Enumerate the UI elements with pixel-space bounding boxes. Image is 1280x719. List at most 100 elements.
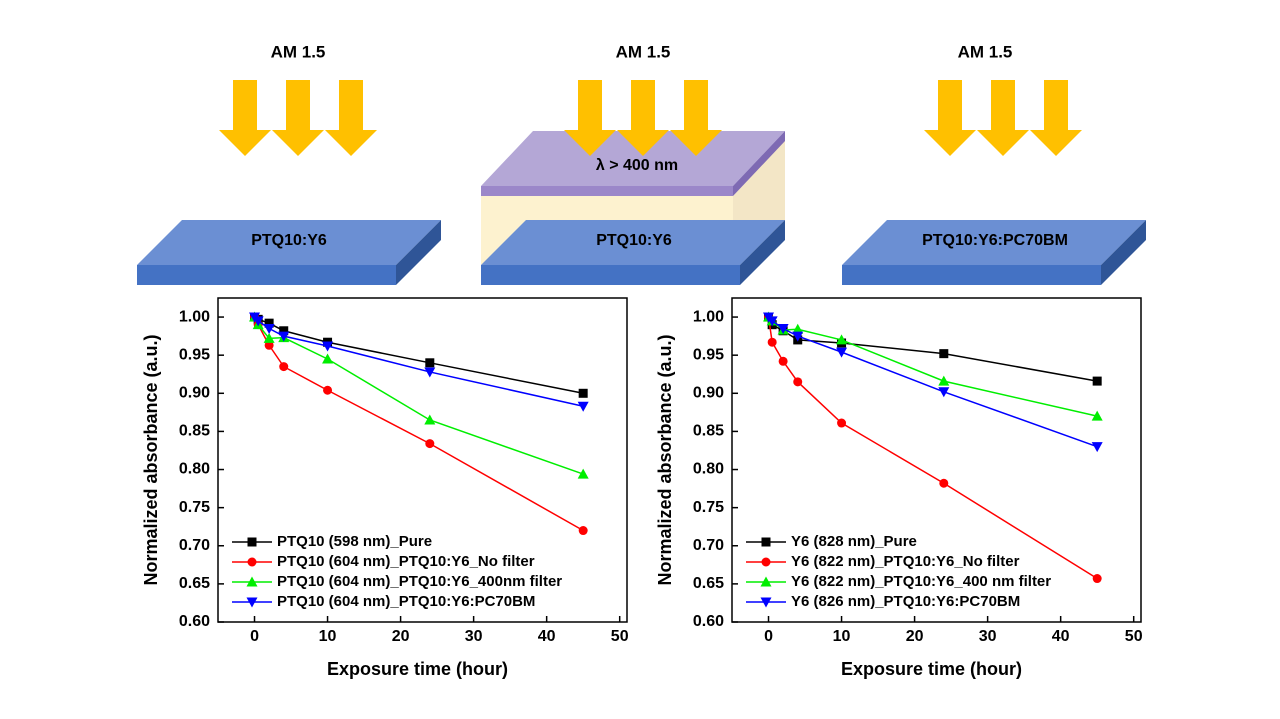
x-tick-label: 10 (319, 628, 337, 645)
legend-marker (246, 576, 258, 587)
marker (766, 316, 778, 327)
marker (1091, 410, 1103, 421)
marker (263, 332, 275, 343)
marker (767, 337, 777, 347)
sample-label: PTQ10:Y6 (596, 232, 672, 249)
y-tick-label: 0.80 (179, 461, 210, 478)
x-tick-label: 0 (250, 628, 259, 645)
legend-label: PTQ10 (604 nm)_PTQ10:Y6:PC70BM (277, 593, 535, 610)
marker (837, 418, 847, 428)
marker (792, 323, 804, 334)
y-tick-label: 0.95 (693, 346, 724, 363)
legend-label: Y6 (826 nm)_PTQ10:Y6:PC70BM (791, 593, 1020, 610)
marker (836, 347, 848, 358)
sample-label: PTQ10:Y6 (251, 232, 327, 249)
slab (842, 220, 1146, 285)
plot-frame (731, 297, 1142, 623)
y-tick-label: 0.60 (693, 613, 724, 630)
legend-marker (247, 557, 257, 567)
legend-marker (246, 597, 258, 608)
marker (1092, 574, 1102, 584)
series-line (253, 316, 584, 532)
y-axis-label: Normalized absorbance (a.u.) (655, 334, 675, 585)
legend-marker (761, 557, 771, 567)
y-tick-label: 0.85 (693, 423, 724, 440)
marker (938, 387, 950, 398)
marker (793, 377, 803, 387)
marker (322, 341, 334, 352)
filter-label: λ > 400 nm (596, 157, 678, 174)
y-tick-label: 0.75 (179, 499, 210, 516)
marker (424, 414, 436, 425)
series-line (254, 316, 584, 395)
marker (577, 401, 589, 412)
x-tick-label: 20 (906, 628, 924, 645)
x-tick-label: 30 (979, 628, 997, 645)
light-arrows (564, 80, 722, 156)
x-tick-label: 40 (1052, 628, 1070, 645)
series-line (767, 316, 1098, 448)
marker (425, 439, 435, 449)
marker (578, 526, 588, 536)
sample-label: PTQ10:Y6:PC70BM (922, 232, 1068, 249)
y-tick-label: 0.70 (693, 537, 724, 554)
illumination-label: AM 1.5 (616, 42, 671, 61)
marker (323, 385, 333, 395)
marker (792, 331, 804, 342)
marker (279, 326, 289, 336)
x-axis-label: Exposure time (hour) (841, 659, 1022, 679)
legend-marker (760, 576, 772, 587)
y-tick-label: 0.65 (179, 575, 210, 592)
series-line (767, 316, 1098, 382)
y-tick-label: 0.60 (179, 613, 210, 630)
marker (577, 468, 589, 479)
x-tick-label: 50 (1125, 628, 1143, 645)
marker (264, 318, 274, 328)
legend-label: Y6 (822 nm)_PTQ10:Y6_No filter (791, 553, 1020, 570)
light-arrows (924, 80, 1082, 156)
marker (777, 323, 789, 334)
x-tick-label: 40 (538, 628, 556, 645)
marker (264, 340, 274, 350)
marker (1091, 442, 1103, 453)
marker (252, 316, 264, 327)
y-tick-label: 0.85 (179, 423, 210, 440)
marker (778, 356, 788, 366)
y-tick-label: 0.90 (179, 385, 210, 402)
light-arrows (219, 80, 377, 156)
marker (425, 358, 435, 368)
marker (939, 349, 949, 359)
marker (263, 323, 275, 334)
marker (278, 331, 290, 342)
legend-label: Y6 (828 nm)_Pure (791, 533, 917, 550)
illumination-label: AM 1.5 (271, 42, 326, 61)
illumination-label: AM 1.5 (958, 42, 1013, 61)
y-tick-label: 0.90 (693, 385, 724, 402)
y-tick-label: 1.00 (693, 308, 724, 325)
slab (137, 220, 441, 285)
marker (578, 388, 588, 398)
legend-marker (761, 537, 771, 547)
legend-marker (247, 537, 257, 547)
legend-label: PTQ10 (604 nm)_PTQ10:Y6_No filter (277, 553, 535, 570)
legend-label: PTQ10 (598 nm)_Pure (277, 533, 432, 550)
y-axis-label: Normalized absorbance (a.u.) (141, 334, 161, 585)
legend-label: Y6 (822 nm)_PTQ10:Y6_400 nm filter (791, 573, 1051, 590)
marker (1092, 376, 1102, 386)
x-tick-label: 10 (833, 628, 851, 645)
marker (938, 375, 950, 386)
marker (939, 478, 949, 488)
y-tick-label: 0.75 (693, 499, 724, 516)
x-axis-label: Exposure time (hour) (327, 659, 508, 679)
marker (424, 367, 436, 378)
marker (836, 334, 848, 345)
y-tick-label: 0.95 (179, 346, 210, 363)
plot-frame (217, 297, 628, 623)
filter-assembly (481, 131, 785, 285)
marker (279, 362, 289, 372)
x-tick-label: 20 (392, 628, 410, 645)
marker (322, 353, 334, 364)
y-tick-label: 0.80 (693, 461, 724, 478)
